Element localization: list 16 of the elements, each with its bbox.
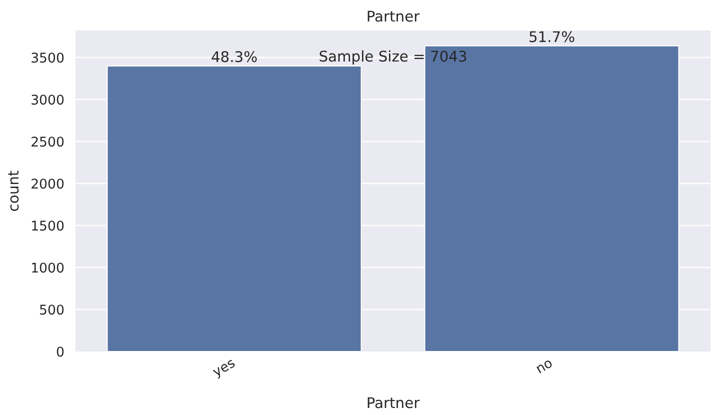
x-tick-label: no [534,356,556,378]
y-tick-label: 500 [39,304,65,319]
y-tick-label: 3500 [30,52,65,67]
x-tick-label: yes [210,356,238,381]
annotation: Sample Size = 7043 [318,48,468,66]
y-axis-title: count [6,170,23,212]
y-tick-label: 1000 [30,262,65,277]
annotation: 48.3% [210,49,258,66]
y-tick-label: 2000 [30,178,65,193]
y-tick-label: 0 [56,346,65,360]
y-tick-label: 2500 [30,136,65,151]
y-tick-label: 3000 [30,94,65,109]
chart-title: Partner [366,8,421,26]
y-tick-label: 1500 [30,220,65,235]
x-axis-title: Partner [366,395,421,412]
annotation: 51.7% [528,28,576,46]
